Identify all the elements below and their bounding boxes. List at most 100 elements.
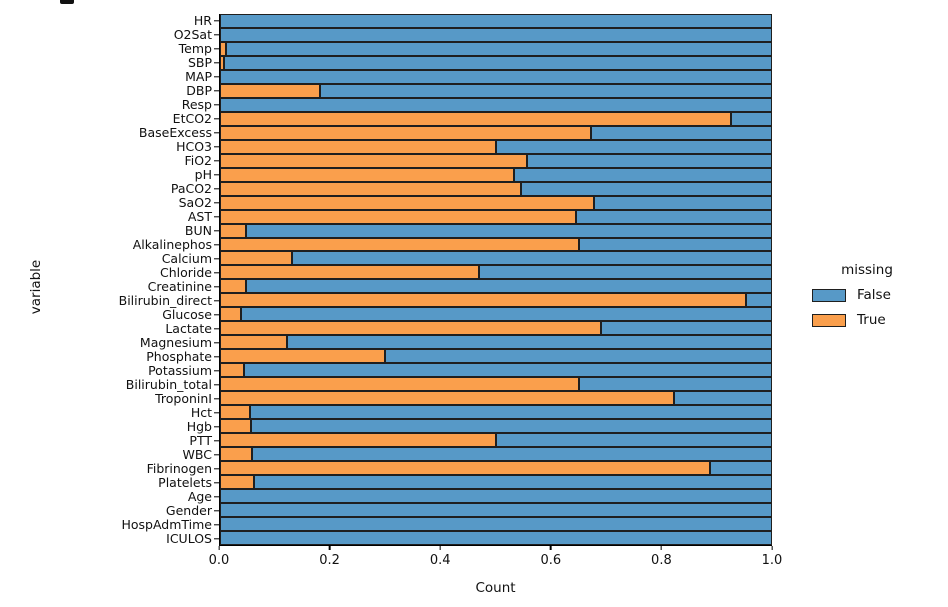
- y-tick-mark: [214, 244, 219, 246]
- y-tick-mark: [214, 314, 219, 316]
- y-tick-mark: [214, 300, 219, 302]
- y-tick-mark: [214, 356, 219, 358]
- y-tick-label: MAP: [185, 68, 212, 84]
- bar-segment-false: [252, 447, 772, 461]
- bar-segment-false: [245, 279, 772, 294]
- y-tick-label: AST: [187, 208, 212, 224]
- y-tick-mark: [214, 454, 219, 456]
- bar-row: [220, 307, 772, 322]
- y-tick-mark: [214, 146, 219, 148]
- x-tick-mark: [771, 546, 773, 550]
- y-tick-label: Magnesium: [139, 334, 212, 350]
- x-tick-mark: [328, 546, 331, 550]
- y-tick-label: Calcium: [161, 250, 212, 266]
- y-tick-mark: [214, 216, 219, 218]
- x-tick-label: 0.2: [319, 553, 340, 568]
- y-tick-mark: [214, 328, 219, 330]
- bar-row: [220, 125, 772, 140]
- bar-segment-false: [513, 167, 772, 182]
- x-tick: 0.8: [651, 546, 672, 568]
- y-tick-label: SaO2: [178, 194, 212, 210]
- bar-segment-false: [220, 69, 772, 84]
- y-tick-label: WBC: [182, 446, 212, 462]
- bar-segment-true: [220, 181, 521, 196]
- bar-row: [220, 195, 772, 210]
- bar-segment-true: [220, 125, 591, 140]
- bar-row: [220, 139, 772, 154]
- legend-swatch-false-icon: [812, 288, 846, 302]
- y-tick-label: HospAdmTime: [121, 516, 212, 532]
- bar-segment-false: [250, 419, 772, 434]
- y-tick-label: Hgb: [186, 418, 212, 434]
- bar-row: [220, 111, 772, 126]
- bar-row: [220, 530, 772, 545]
- bar-segment-true: [220, 474, 254, 489]
- bar-row: [220, 321, 772, 336]
- bar-row: [220, 405, 772, 420]
- y-tick-label: Gender: [165, 502, 212, 518]
- legend-title: missing: [841, 262, 893, 278]
- bars-container: [220, 14, 772, 545]
- bar-segment-true: [220, 279, 246, 294]
- bar-segment-false: [220, 97, 772, 112]
- bar-row: [220, 516, 772, 531]
- bar-segment-true: [220, 349, 386, 364]
- bar-segment-false: [479, 265, 772, 280]
- bar-segment-true: [220, 153, 528, 168]
- bar-segment-false: [253, 474, 772, 489]
- bar-segment-true: [220, 237, 579, 252]
- bar-segment-false: [710, 461, 772, 475]
- y-tick-label: Age: [187, 488, 212, 504]
- y-tick-label: Hct: [190, 404, 212, 420]
- bar-row: [220, 335, 772, 350]
- y-tick-label: SBP: [187, 54, 212, 70]
- bar-segment-true: [220, 405, 250, 420]
- bar-segment-true: [220, 139, 496, 154]
- y-tick-mark: [214, 48, 219, 50]
- bar-row: [220, 14, 772, 28]
- x-tick-mark: [660, 546, 663, 550]
- y-tick-label: DBP: [186, 82, 212, 98]
- x-tick: 0.2: [319, 546, 340, 568]
- legend-label-false: False: [857, 287, 891, 303]
- x-tick: 0.6: [540, 546, 561, 568]
- legend-entry-true: True: [812, 312, 922, 328]
- x-tick-label: 1.0: [761, 553, 783, 568]
- y-tick-mark: [214, 174, 219, 176]
- bar-segment-true: [220, 83, 320, 98]
- bar-segment-false: [527, 153, 772, 168]
- y-tick-label: Resp: [181, 96, 212, 112]
- bar-row: [220, 153, 772, 168]
- bar-segment-true: [220, 55, 224, 70]
- bar-segment-false: [220, 502, 772, 517]
- bar-segment-false: [496, 139, 772, 154]
- bar-segment-false: [249, 405, 772, 420]
- y-tick-mark: [214, 496, 219, 498]
- bar-segment-false: [576, 209, 772, 224]
- bar-segment-false: [319, 83, 772, 98]
- y-tick-label: pH: [194, 166, 212, 182]
- y-tick-label: BaseExcess: [138, 124, 212, 140]
- y-tick-mark: [214, 426, 219, 428]
- x-tick-label: 0.4: [429, 553, 451, 568]
- legend: missing False True: [812, 262, 922, 337]
- bar-segment-false: [578, 237, 772, 252]
- y-tick-label: Temp: [178, 40, 212, 56]
- y-tick-mark: [214, 538, 219, 540]
- y-tick-label: BUN: [184, 222, 212, 238]
- y-tick-label: Potassium: [148, 362, 212, 378]
- bar-segment-true: [220, 307, 241, 322]
- y-tick-mark: [214, 90, 219, 92]
- bar-row: [220, 377, 772, 392]
- x-tick: 0.4: [430, 546, 451, 568]
- y-tick-mark: [214, 104, 219, 106]
- y-tick-label: Glucose: [162, 306, 212, 322]
- y-tick-mark: [214, 62, 219, 64]
- y-tick-mark: [214, 202, 219, 204]
- y-tick-mark: [214, 384, 219, 386]
- bar-segment-true: [220, 265, 480, 280]
- bar-segment-true: [220, 377, 579, 392]
- bar-segment-false: [220, 14, 772, 28]
- bar-segment-false: [291, 251, 772, 266]
- bar-segment-false: [745, 293, 772, 308]
